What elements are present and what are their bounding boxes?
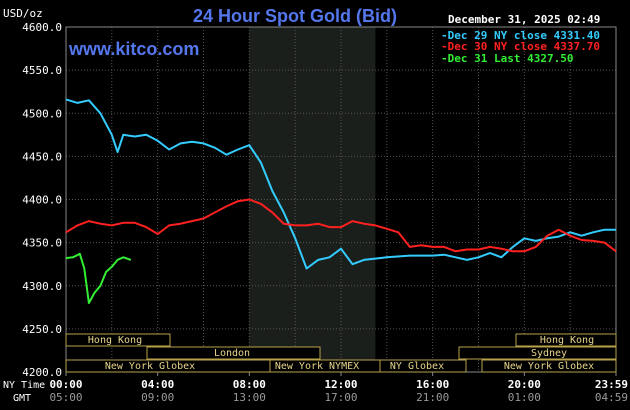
gmt-tick-label: 04:59: [595, 391, 628, 404]
market-sessions: Hong Kong London New York Globex New Yor…: [65, 333, 617, 373]
ny-time-tick-label: 23:59: [595, 378, 628, 391]
y-tick-label: 4250.0: [22, 323, 62, 336]
session-hong-kong-late: [515, 333, 617, 347]
ny-time-tick-label: 12:00: [324, 378, 357, 391]
y-tick-label: 4450.0: [22, 150, 62, 163]
session-ny-globex-label: New York Globex: [105, 361, 195, 372]
session-london: [146, 346, 321, 360]
timestamp: December 31, 2025 02:49: [448, 13, 600, 26]
ny-time-label: NY Time: [3, 380, 45, 391]
gmt-tick-label: 13:00: [233, 391, 266, 404]
y-tick-label: 4500.0: [22, 107, 62, 120]
session-hong-kong-label: Hong Kong: [88, 335, 142, 346]
chart-grid: [65, 26, 617, 373]
series-line-2: [65, 252, 132, 304]
y-tick-label: 4600.0: [22, 21, 62, 34]
ny-time-tick-label: 04:00: [141, 378, 174, 391]
session-ny-nymex-label: New York NYMEX: [275, 361, 359, 372]
ny-time-tick-label: 16:00: [416, 378, 449, 391]
session-hong-kong-late-label: Hong Kong: [540, 335, 594, 346]
session-london-label: London: [214, 348, 250, 359]
legend-dec30: -Dec 30 NY close 4337.70: [441, 40, 600, 53]
price-series: [65, 98, 617, 304]
gmt-tick-label: 17:00: [324, 391, 357, 404]
session-hong-kong: [65, 333, 171, 347]
ny-time-tick-label: 00:00: [49, 378, 82, 391]
legend: -Dec 29 NY close 4331.40 -Dec 30 NY clos…: [441, 29, 600, 65]
ny-time-tick-label: 08:00: [233, 378, 266, 391]
y-tick-label: 4550.0: [22, 64, 62, 77]
session-sydney: [458, 346, 617, 360]
gmt-label: GMT: [13, 393, 31, 404]
session-sydney-label: Sydney: [531, 348, 567, 359]
units-label: USD/oz: [3, 7, 43, 20]
session-ny-globex-late: [481, 359, 617, 373]
session-ny-globex-late-label: New York Globex: [504, 361, 594, 372]
series-line-0: [65, 98, 616, 270]
y-axis: 4200.0 4250.0 4300.0 4350.0 4400.0 4450.0 4500…: [22, 21, 62, 379]
ny-time-tick-label: 20:00: [508, 378, 541, 391]
y-tick-label: 4350.0: [22, 237, 62, 250]
series-line-1: [65, 198, 617, 253]
gmt-tick-label: 01:00: [508, 391, 541, 404]
kitco-watermark: www.kitco.com: [68, 39, 199, 59]
gmt-tick-label: 09:00: [141, 391, 174, 404]
chart-title: 24 Hour Spot Gold (Bid): [193, 6, 397, 26]
session-ny-globex-evening-label: NY Globex: [390, 361, 444, 372]
y-tick-label: 4200.0: [22, 366, 62, 379]
gmt-tick-label: 05:00: [49, 391, 82, 404]
gmt-tick-label: 21:00: [416, 391, 449, 404]
session-ny-globex-evening: [379, 359, 467, 373]
legend-dec29: -Dec 29 NY close 4331.40: [441, 29, 600, 42]
y-tick-label: 4400.0: [22, 194, 62, 207]
legend-dec31: -Dec 31 Last 4327.50: [441, 52, 573, 65]
y-tick-label: 4300.0: [22, 280, 62, 293]
